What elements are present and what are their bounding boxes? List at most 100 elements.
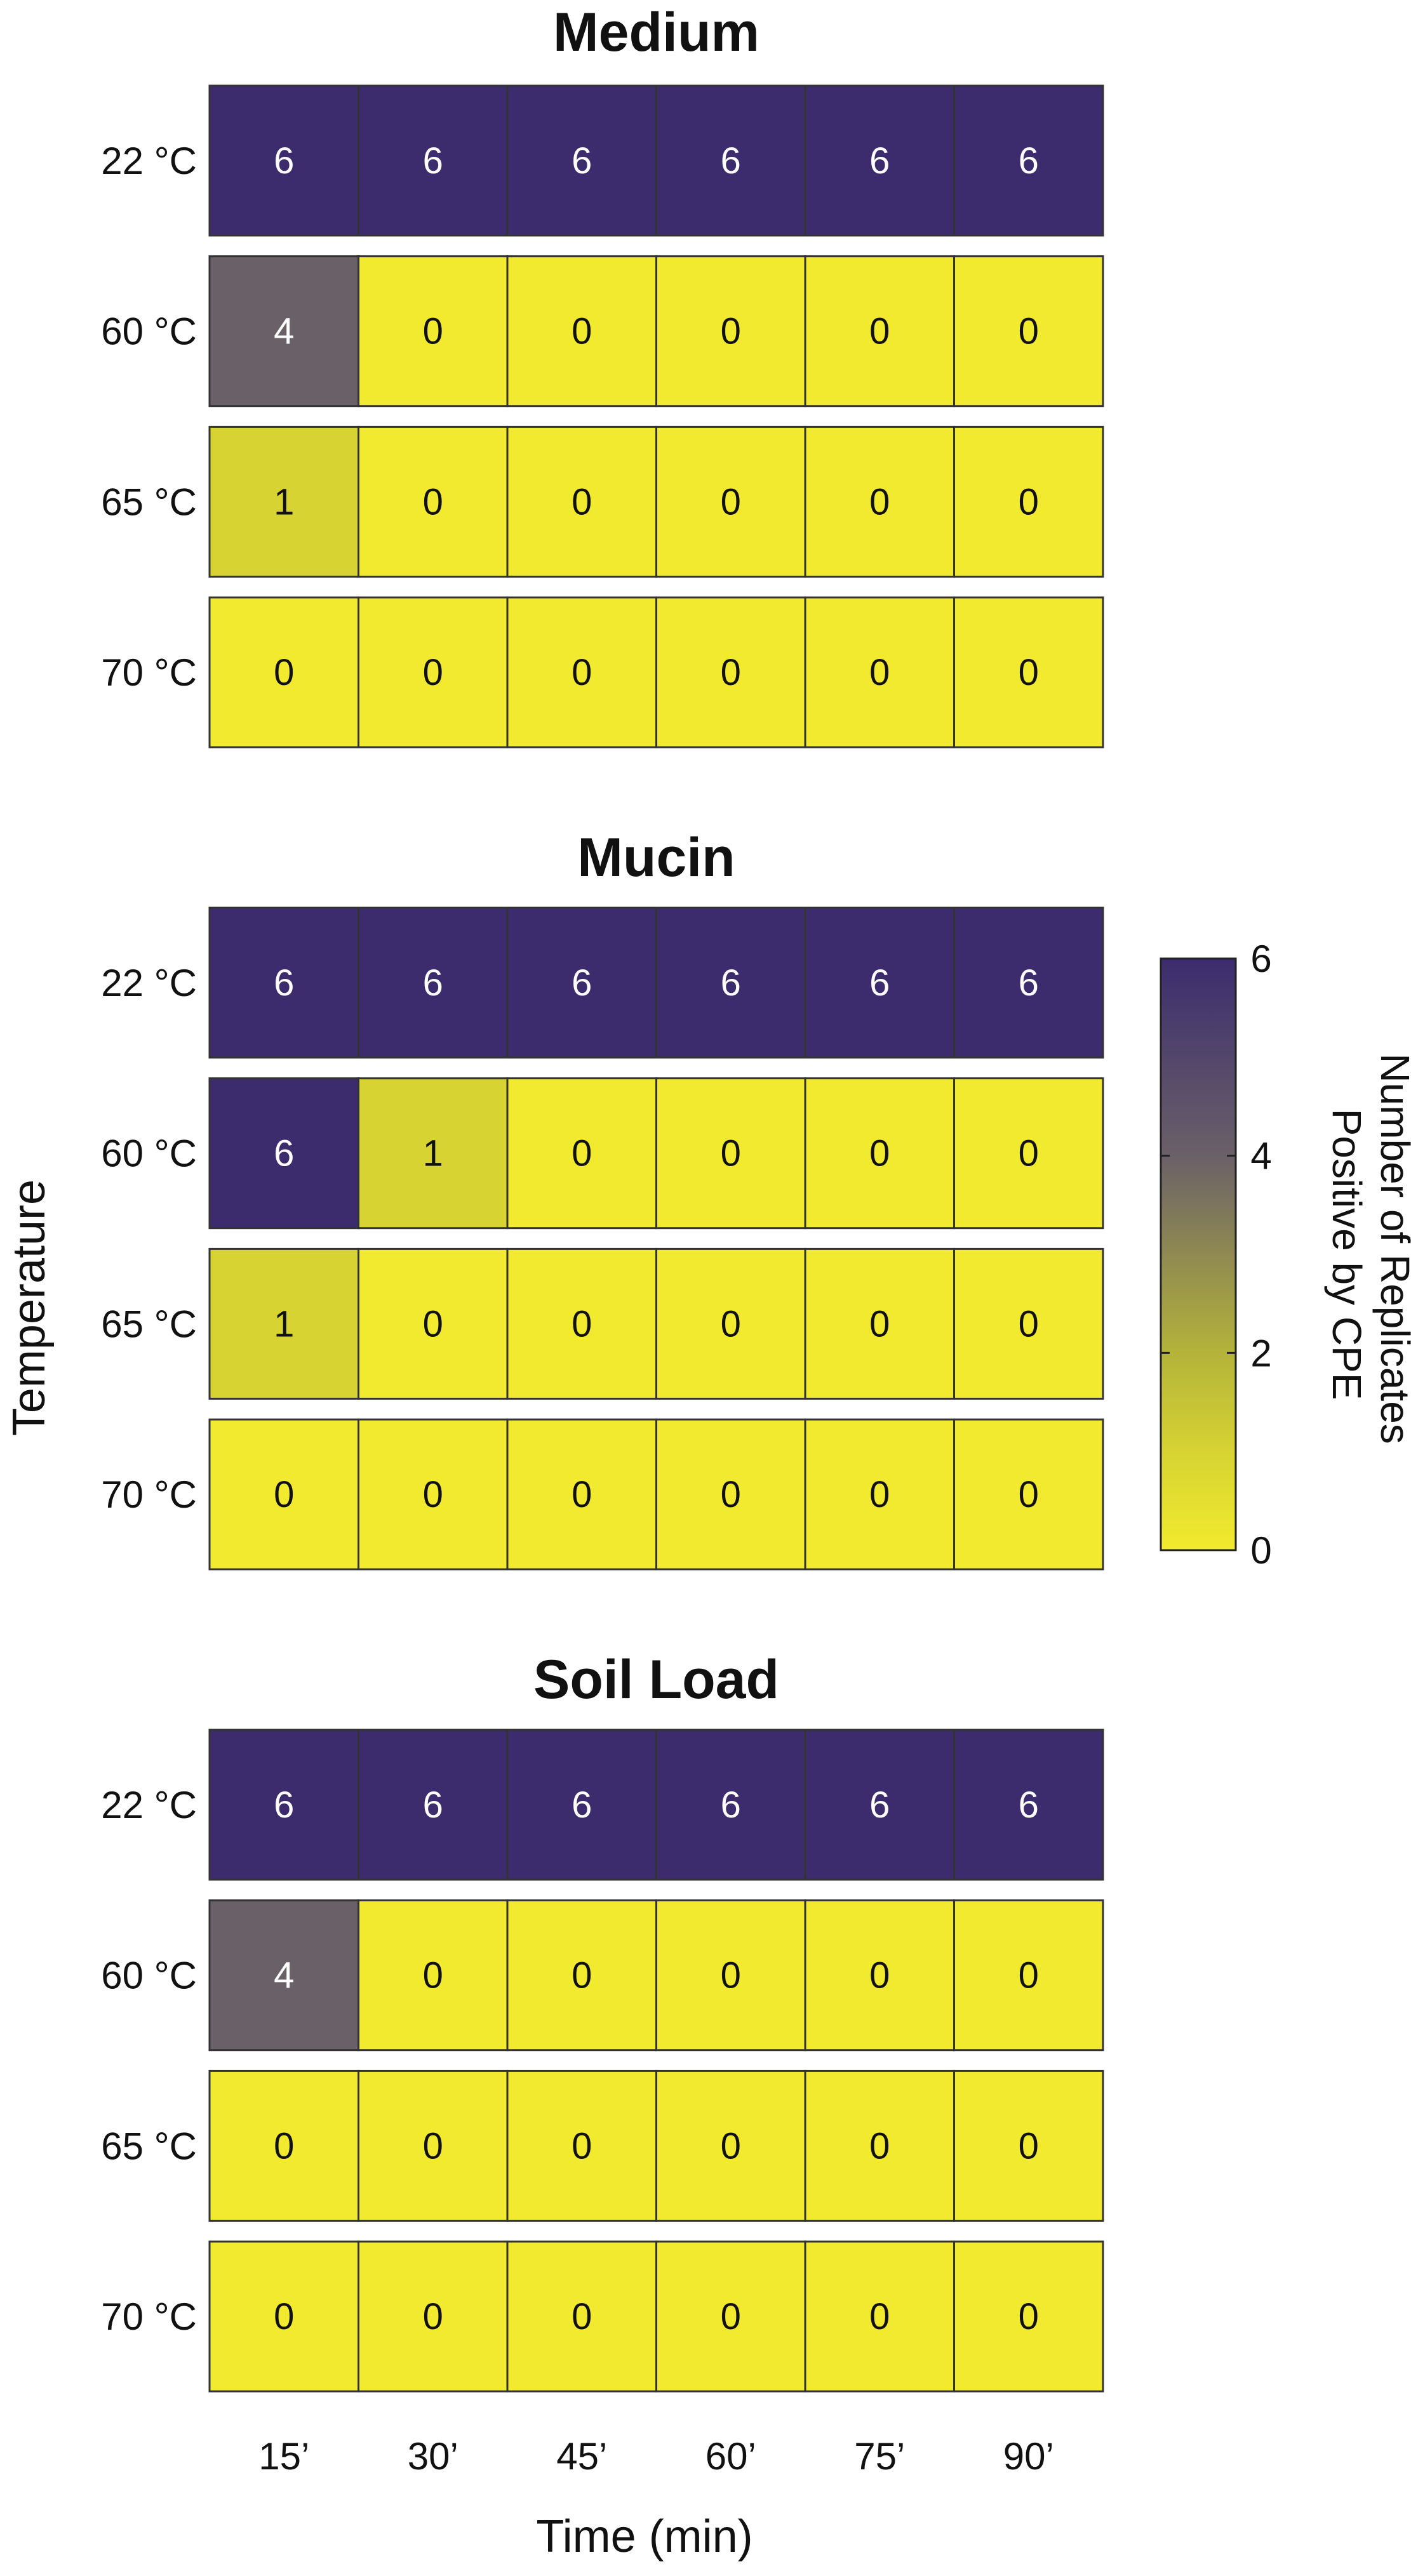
heatmap-cell <box>358 1729 509 1881</box>
cell-value-label: 0 <box>721 481 741 522</box>
row-label: 70 °C <box>101 1473 197 1516</box>
colorbar-label-line-1: Number of Replicates <box>1372 1053 1411 1444</box>
colorbar-ticks: 0 2 4 6 <box>1161 938 1272 1572</box>
x-tick-labels: 15’ 30’ 45’ 60’ 75’ 90’ <box>258 2435 1054 2478</box>
cell-value-label: 0 <box>572 2296 592 2337</box>
panel-2: Soil Load 22 °C 6 6 6 6 6 6 60 °C 4 0 0 0 0 0 65 °C 0 0 0 0… <box>101 1649 1104 2393</box>
cell-value-label: 6 <box>1019 962 1039 1004</box>
cell-value-label: 0 <box>423 652 443 693</box>
heatmap-cell <box>804 1418 955 1570</box>
colorbar: 0 2 4 6 Number of Replicates Positive by CP… <box>1160 938 1411 1572</box>
cell-value-label: 0 <box>721 652 741 693</box>
cell-value-label: 0 <box>1019 1133 1039 1174</box>
heatmap-cell <box>804 2240 955 2393</box>
colorbar-tick-label: 4 <box>1250 1135 1271 1178</box>
cell-value-label: 0 <box>869 652 890 693</box>
cell-value-label: 6 <box>274 1133 294 1174</box>
cell-value-label: 0 <box>1019 1955 1039 1996</box>
heatmap-cell <box>358 2240 509 2393</box>
heatmap-panels: Medium 22 °C 6 6 6 6 6 6 60 °C 4 0 0 0 0 0 65 °C 1 0 0 0 0 0 7… <box>101 2 1104 2393</box>
x-tick-label: 30’ <box>408 2435 458 2478</box>
heatmap-cell <box>804 906 955 1059</box>
heatmap-cell <box>358 596 509 748</box>
heatmap-cell <box>953 2069 1104 2222</box>
cell-value-label: 6 <box>274 962 294 1004</box>
heatmap-cell <box>208 425 359 578</box>
cell-value-label: 0 <box>721 1303 741 1344</box>
heatmap-cell <box>506 1729 657 1881</box>
cell-value-label: 0 <box>572 652 592 693</box>
x-axis-title: Time (min) <box>536 2511 752 2562</box>
panel-title: Soil Load <box>533 1649 779 1710</box>
heatmap-cell <box>804 84 955 237</box>
cell-value-label: 0 <box>1019 311 1039 352</box>
cell-value-label: 0 <box>572 311 592 352</box>
panel-title: Mucin <box>577 827 735 888</box>
cell-value-label: 0 <box>721 311 741 352</box>
panel-0: Medium 22 °C 6 6 6 6 6 6 60 °C 4 0 0 0 0 0 65 °C 1 0 0 0 0 0 7… <box>101 2 1104 748</box>
cell-value-label: 0 <box>1019 1474 1039 1515</box>
heatmap-cell <box>506 1899 657 2052</box>
cell-value-label: 0 <box>869 1474 890 1515</box>
cell-value-label: 0 <box>423 1474 443 1515</box>
heatmap-cell <box>506 84 657 237</box>
cell-value-label: 0 <box>423 481 443 522</box>
cell-value-label: 6 <box>572 1784 592 1826</box>
cell-value-label: 0 <box>869 311 890 352</box>
cell-value-label: 0 <box>1019 481 1039 522</box>
heatmap-cell <box>358 425 509 578</box>
heatmap-cell <box>506 1247 657 1400</box>
heatmap-cell <box>655 1418 806 1570</box>
cell-value-label: 0 <box>721 1133 741 1174</box>
heatmap-cell <box>506 1418 657 1570</box>
heatmap-cell <box>655 255 806 408</box>
cell-value-label: 1 <box>274 481 294 522</box>
heatmap-cell <box>655 1247 806 1400</box>
heatmap-cell <box>655 906 806 1059</box>
cell-value-label: 4 <box>274 1955 294 1996</box>
heatmap-cell <box>208 2240 359 2393</box>
cell-value-label: 1 <box>423 1133 443 1174</box>
heatmap-cell <box>358 1247 509 1400</box>
cell-value-label: 6 <box>572 962 592 1004</box>
heatmap-cell <box>358 84 509 237</box>
colorbar-label: Number of Replicates Positive by CPE <box>1324 1053 1411 1455</box>
cell-value-label: 0 <box>1019 1303 1039 1344</box>
heatmap-cell <box>953 906 1104 1059</box>
heatmap-cell <box>804 1077 955 1230</box>
heatmap-cell <box>804 1729 955 1881</box>
cell-value-label: 0 <box>423 2296 443 2337</box>
row-label: 60 °C <box>101 1955 197 1997</box>
cell-value-label: 0 <box>572 481 592 522</box>
cell-value-label: 0 <box>869 481 890 522</box>
colorbar-gradient <box>1160 957 1237 1551</box>
cell-value-label: 6 <box>721 962 741 1004</box>
cell-value-label: 0 <box>274 652 294 693</box>
cell-value-label: 6 <box>869 140 890 182</box>
cell-value-label: 0 <box>572 1303 592 1344</box>
row-label: 60 °C <box>101 310 197 353</box>
row-label: 22 °C <box>101 140 197 182</box>
heatmap-cell <box>655 425 806 578</box>
cell-value-label: 0 <box>572 1955 592 1996</box>
heatmap-cell <box>208 84 359 237</box>
colorbar-tick-label: 2 <box>1250 1332 1271 1374</box>
heatmap-cell <box>655 2069 806 2222</box>
cell-value-label: 0 <box>869 2125 890 2167</box>
cell-value-label: 6 <box>1019 140 1039 182</box>
cell-value-label: 6 <box>721 140 741 182</box>
row-label: 60 °C <box>101 1132 197 1175</box>
heatmap-cell <box>953 1247 1104 1400</box>
heatmap-cell <box>208 255 359 408</box>
cell-value-label: 0 <box>423 1303 443 1344</box>
cell-value-label: 6 <box>869 962 890 1004</box>
cell-value-label: 0 <box>721 2296 741 2337</box>
cell-value-label: 6 <box>721 1784 741 1826</box>
heatmap-cell <box>804 425 955 578</box>
heatmap-cell <box>358 255 509 408</box>
cell-value-label: 6 <box>1019 1784 1039 1826</box>
heatmap-cell <box>506 596 657 748</box>
x-tick-label: 15’ <box>258 2435 309 2478</box>
cell-value-label: 0 <box>869 1955 890 1996</box>
